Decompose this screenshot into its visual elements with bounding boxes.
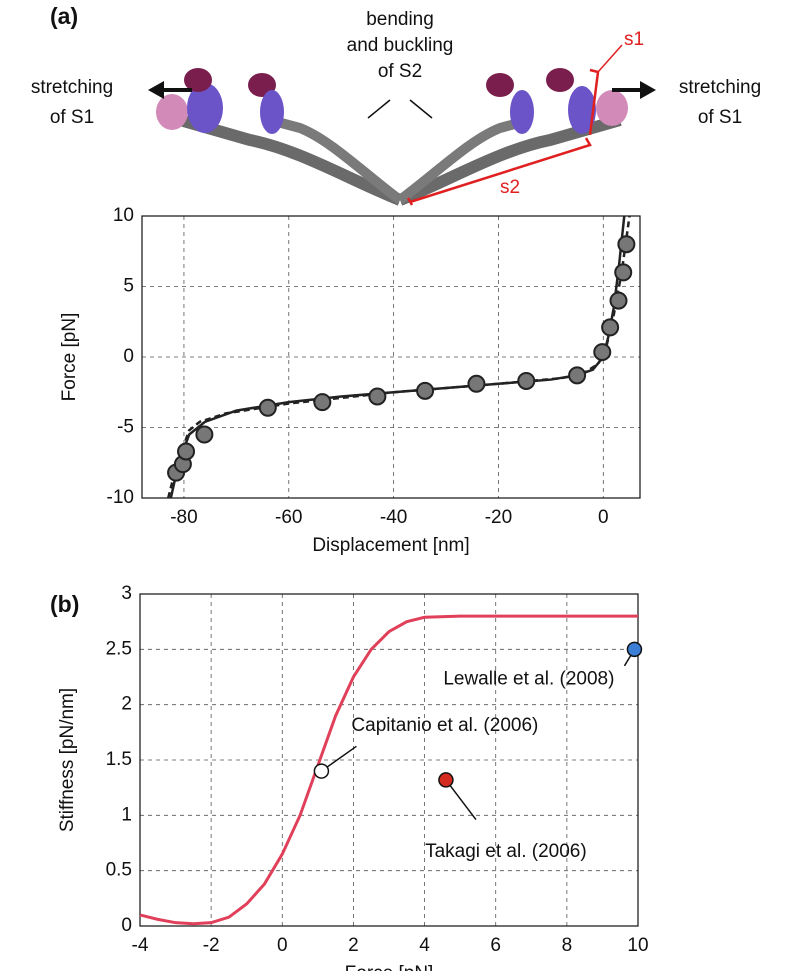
x-tick-label: 2 [348, 935, 359, 956]
y-tick-label: 0 [121, 915, 132, 936]
data-point [368, 387, 387, 406]
reference-point [626, 641, 643, 658]
data-point [467, 374, 486, 393]
y-tick-label: 1.5 [106, 749, 132, 770]
left-label: stretching [31, 77, 113, 98]
x-axis-label: Displacement [nm] [312, 535, 469, 556]
data-point [517, 371, 536, 390]
x-tick-label: 10 [627, 935, 648, 956]
data-point [313, 393, 332, 412]
x-tick-label: -20 [485, 507, 512, 528]
plot-frame [139, 593, 639, 927]
panel-label: (a) [50, 3, 78, 29]
data-point [195, 425, 214, 444]
right-label: stretching [679, 77, 761, 98]
x-tick-label: -60 [275, 507, 302, 528]
x-tick-label: -80 [170, 507, 197, 528]
x-tick-label: -4 [132, 935, 149, 956]
x-tick-label: -2 [203, 935, 220, 956]
y-tick-label: 2.5 [106, 638, 132, 659]
y-tick-label: 2 [121, 694, 132, 715]
reference-point [438, 772, 454, 788]
x-tick-label: 6 [490, 935, 501, 956]
panel-label: (b) [50, 591, 79, 617]
y-axis-label: Stiffness [pN/nm] [57, 688, 78, 832]
left-label: of S1 [50, 107, 94, 128]
data-point [593, 343, 612, 362]
data-point [609, 291, 628, 310]
y-tick-label: -10 [107, 487, 134, 508]
right-label: of S1 [698, 107, 742, 128]
x-tick-label: 0 [277, 935, 288, 956]
y-tick-label: 0.5 [106, 860, 132, 881]
y-tick-label: -5 [117, 417, 134, 438]
x-tick-label: 8 [562, 935, 573, 956]
s1-label: s1 [624, 29, 644, 50]
data-point [614, 263, 633, 282]
point-label: Capitanio et al. (2006) [351, 715, 538, 736]
y-tick-label: 10 [113, 205, 134, 226]
data-point [177, 442, 196, 461]
curve [139, 614, 638, 926]
x-tick-label: 0 [598, 507, 609, 528]
point-label: Lewalle et al. (2008) [443, 668, 614, 689]
y-tick-label: 0 [123, 346, 134, 367]
curve [166, 216, 631, 498]
illustration [148, 44, 656, 206]
center-label: of S2 [378, 61, 422, 82]
data-point [617, 235, 636, 254]
point-label: Takagi et al. (2006) [425, 841, 587, 862]
y-tick-label: 1 [121, 804, 132, 825]
s2-label: s2 [500, 177, 520, 198]
x-tick-label: 4 [419, 935, 430, 956]
center-label: and buckling [347, 35, 454, 56]
y-tick-label: 5 [123, 276, 134, 297]
data-point [416, 381, 435, 400]
x-axis-label: Force [pN] [345, 963, 434, 971]
plot-frame [141, 215, 641, 499]
data-point [258, 398, 277, 417]
reference-point [313, 763, 330, 779]
data-point [568, 366, 587, 385]
leader-line [445, 779, 477, 820]
plot-area [139, 614, 638, 926]
x-tick-label: -40 [380, 507, 407, 528]
y-axis-label: Force [pN] [59, 313, 80, 402]
data-point [601, 318, 620, 337]
y-tick-label: 3 [121, 583, 132, 604]
center-label: bending [366, 9, 434, 30]
